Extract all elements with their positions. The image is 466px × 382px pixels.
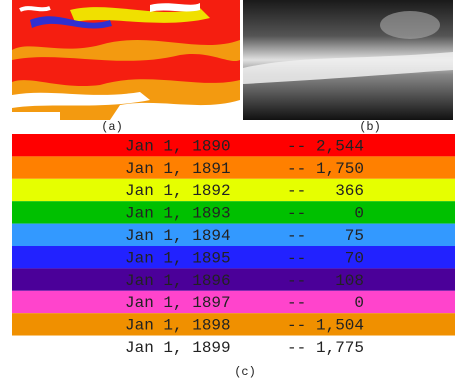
legend-row: [12, 156, 455, 178]
row-date: Jan 1, 1893: [125, 205, 231, 223]
legend-row: [12, 313, 455, 335]
row-separator: --: [287, 182, 306, 200]
row-separator: --: [287, 317, 306, 335]
row-separator: --: [287, 249, 306, 267]
row-separator: --: [287, 294, 306, 312]
legend-row: [12, 134, 455, 156]
row-count: 0: [354, 294, 364, 312]
row-date: Jan 1, 1892: [125, 182, 231, 200]
row-count: 108: [335, 272, 364, 290]
figure: (a) (b) (c) Jan 1, 1890 -- 2,544 Jan 1, 189…: [0, 0, 466, 382]
legend-row: [12, 224, 455, 246]
row-count: 2,544: [316, 137, 364, 155]
row-separator: --: [287, 160, 306, 178]
legend-row: [12, 246, 455, 268]
row-separator: --: [287, 137, 306, 155]
row-count: 1,750: [316, 160, 364, 178]
row-count: 1,775: [316, 339, 364, 357]
legend-row: [12, 201, 455, 223]
row-date: Jan 1, 1896: [125, 272, 231, 290]
panel-label: (a): [101, 120, 123, 134]
row-count: 1,504: [316, 317, 364, 335]
row-separator: --: [287, 227, 306, 245]
row-separator: --: [287, 272, 306, 290]
legend-row: [12, 268, 455, 290]
row-date: Jan 1, 1890: [125, 137, 231, 155]
row-separator: --: [287, 339, 306, 357]
row-date: Jan 1, 1898: [125, 317, 231, 335]
panel-label: (c): [234, 365, 256, 379]
row-count: 0: [354, 205, 364, 223]
legend-row: [12, 179, 455, 201]
row-date: Jan 1, 1899: [125, 339, 231, 357]
legend-row: [12, 291, 455, 313]
row-date: Jan 1, 1894: [125, 227, 231, 245]
row-count: 75: [345, 227, 364, 245]
image-a: [12, 0, 240, 120]
row-count: 366: [335, 182, 364, 200]
legend-row: [12, 336, 455, 358]
row-separator: --: [287, 205, 306, 223]
row-date: Jan 1, 1895: [125, 249, 231, 267]
row-date: Jan 1, 1897: [125, 294, 231, 312]
row-count: 70: [345, 249, 364, 267]
panel-label: (b): [359, 120, 381, 134]
image-b: [243, 0, 453, 120]
row-date: Jan 1, 1891: [125, 160, 231, 178]
